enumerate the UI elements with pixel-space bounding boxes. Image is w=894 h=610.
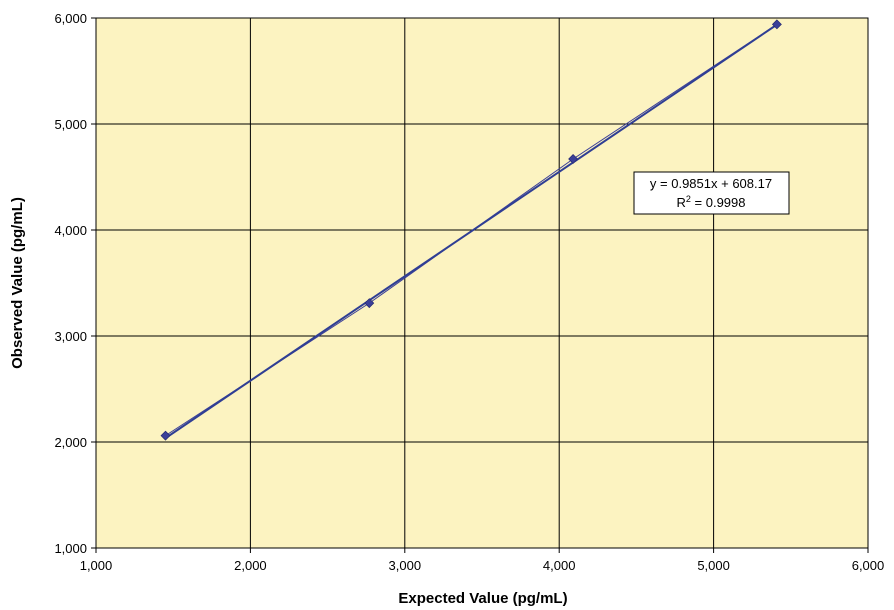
y-tick-label-4: 5,000 — [54, 117, 87, 132]
y-tick-label-3: 4,000 — [54, 223, 87, 238]
trendline-layer — [164, 23, 778, 439]
equation-frame — [633, 171, 790, 215]
data-point-0 — [160, 430, 171, 441]
gridlines — [95, 17, 869, 549]
y-tick-label-0: 1,000 — [54, 541, 87, 556]
x-tick-label-3: 4,000 — [543, 558, 576, 573]
y-tick-label-2: 3,000 — [54, 329, 87, 344]
r-squared-label: R2 = 0.9998 — [677, 194, 746, 210]
data-point-2 — [568, 154, 579, 164]
tick-labels: 1,000 2,000 3,000 4,000 5,000 6,000 1,000 2,000… — [54, 11, 884, 573]
plot-border — [95, 17, 869, 549]
plot-area — [96, 18, 868, 548]
data-points — [160, 19, 782, 441]
y-tick-label-5: 6,000 — [54, 11, 87, 26]
r-squared-value: = 0.9998 — [691, 195, 746, 210]
trendline-equation: y = 0.9851x + 608.17 — [650, 176, 772, 191]
x-tick-label-4: 5,000 — [697, 558, 730, 573]
y-axis-title: Observed Value (pg/mL) — [9, 197, 26, 369]
r-squared-prefix: R — [677, 195, 686, 210]
data-point-3 — [771, 19, 782, 30]
x-tick-label-2: 3,000 — [389, 558, 422, 573]
y-tick-label-1: 2,000 — [54, 435, 87, 450]
x-tick-label-0: 1,000 — [80, 558, 113, 573]
x-tick-label-5: 6,000 — [852, 558, 885, 573]
x-tick-label-1: 2,000 — [234, 558, 267, 573]
trendline — [164, 23, 778, 439]
equation-box: y = 0.9851x + 608.17 R2 = 0.9998 — [633, 171, 790, 215]
r-squared-superscript: 2 — [686, 194, 691, 204]
x-axis-title: Expected Value (pg/mL) — [398, 590, 567, 607]
data-point-1 — [364, 298, 375, 309]
